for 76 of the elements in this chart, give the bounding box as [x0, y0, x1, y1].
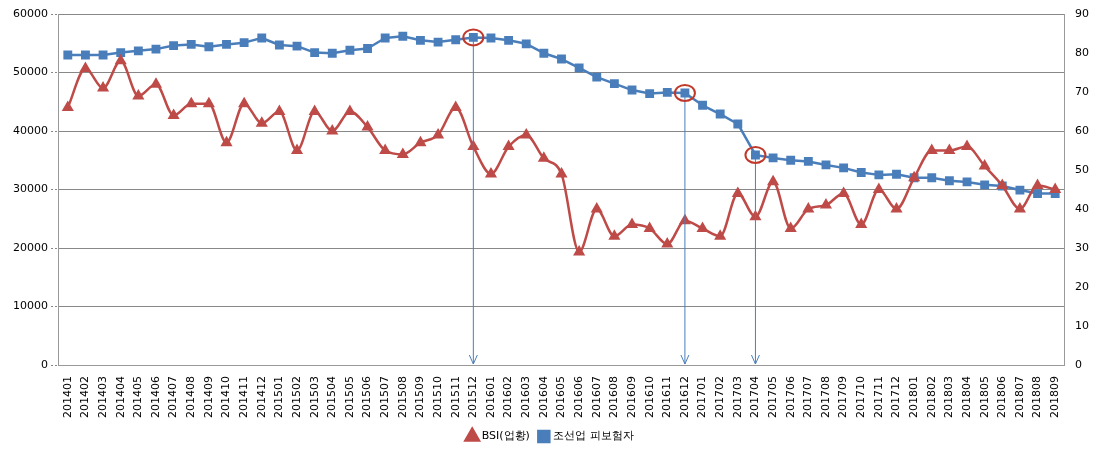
y2-tick-label: 10	[1075, 318, 1089, 332]
x-tick-label: 201504	[325, 376, 339, 419]
x-tick-label: 201702	[713, 376, 727, 419]
x-tick-label: 201601	[483, 376, 497, 419]
y2-tick-label: 0	[1075, 357, 1082, 371]
x-tick-label: 201511	[448, 376, 462, 419]
x-tick-label: 201805	[977, 376, 991, 419]
y-tick-label: 50000	[12, 65, 48, 79]
y-tick-label: 20000	[12, 240, 48, 254]
x-tick-label: 201710	[854, 376, 868, 419]
y-tick-label: 10000	[12, 299, 48, 313]
x-tick-label: 201705	[765, 376, 779, 419]
x-tick-label: 201612	[677, 376, 691, 419]
x-tick-label: 201508	[395, 376, 409, 419]
x-tick-label: 201509	[413, 376, 427, 419]
x-tick-label: 201707	[801, 376, 815, 419]
x-tick-label: 201703	[730, 376, 744, 419]
x-tick-label: 201712	[889, 376, 903, 419]
x-tick-label: 201407	[166, 376, 180, 419]
y-tick-label: 30000	[12, 182, 48, 196]
x-tick-label: 201502	[289, 376, 303, 419]
x-tick-label: 201412	[254, 376, 268, 419]
y-tick-label: 40000	[12, 123, 48, 137]
x-tick-label: 201505	[342, 376, 356, 419]
x-tick-label: 201408	[184, 376, 198, 419]
x-tick-label: 201708	[818, 376, 832, 419]
legend-label: BSI(업황)	[481, 429, 530, 443]
x-tick-label: 201405	[131, 376, 145, 419]
x-tick-label: 201809	[1048, 376, 1062, 419]
x-tick-label: 201404	[113, 376, 127, 419]
x-tick-label: 201807	[1012, 376, 1026, 419]
x-tick-label: 201701	[695, 376, 709, 419]
y-tick-label: 60000	[12, 6, 48, 20]
x-tick-label: 201603	[519, 376, 533, 419]
x-tick-label: 201402	[78, 376, 92, 419]
x-tick-label: 201406	[148, 376, 162, 419]
y2-tick-label: 50	[1075, 162, 1089, 176]
x-tick-label: 201706	[783, 376, 797, 419]
x-tick-label: 201409	[201, 376, 215, 419]
x-tick-label: 201804	[959, 376, 973, 419]
x-tick-label: 201602	[501, 376, 515, 419]
x-tick-label: 201609	[624, 376, 638, 419]
x-tick-label: 201506	[360, 376, 374, 419]
legend-label: 조선업 피보험자	[553, 429, 634, 443]
y-tick-label: 0	[40, 357, 48, 371]
x-tick-label: 201610	[642, 376, 656, 419]
x-tick-label: 201806	[995, 376, 1009, 419]
x-tick-label: 201801	[906, 376, 920, 419]
x-tick-label: 201510	[430, 376, 444, 419]
x-tick-label: 201704	[748, 376, 762, 419]
x-tick-label: 201607	[589, 376, 603, 419]
x-tick-label: 201403	[95, 376, 109, 419]
x-tick-label: 201803	[942, 376, 956, 419]
x-tick-label: 201604	[536, 376, 550, 419]
x-tick-label: 201501	[272, 376, 286, 419]
x-tick-label: 201401	[60, 376, 74, 419]
y2-tick-label: 70	[1075, 84, 1089, 98]
y2-tick-label: 60	[1075, 123, 1089, 137]
y2-tick-label: 30	[1075, 240, 1089, 254]
x-tick-label: 201512	[466, 376, 480, 419]
x-tick-label: 201608	[607, 376, 621, 419]
x-tick-label: 201611	[660, 376, 674, 419]
x-tick-label: 201411	[236, 376, 250, 419]
x-tick-label: 201606	[571, 376, 585, 419]
x-tick-label: 201709	[836, 376, 850, 419]
y2-tick-label: 90	[1075, 6, 1089, 20]
x-tick-label: 201711	[871, 376, 885, 419]
x-tick-label: 201410	[219, 376, 233, 419]
x-tick-label: 201605	[554, 376, 568, 419]
y2-tick-label: 20	[1075, 279, 1089, 293]
x-tick-label: 201503	[307, 376, 321, 419]
x-tick-label: 201802	[924, 376, 938, 419]
y2-tick-label: 40	[1075, 201, 1089, 215]
x-tick-label: 201507	[378, 376, 392, 419]
y2-tick-label: 80	[1075, 45, 1089, 59]
x-tick-label: 201808	[1030, 376, 1044, 419]
